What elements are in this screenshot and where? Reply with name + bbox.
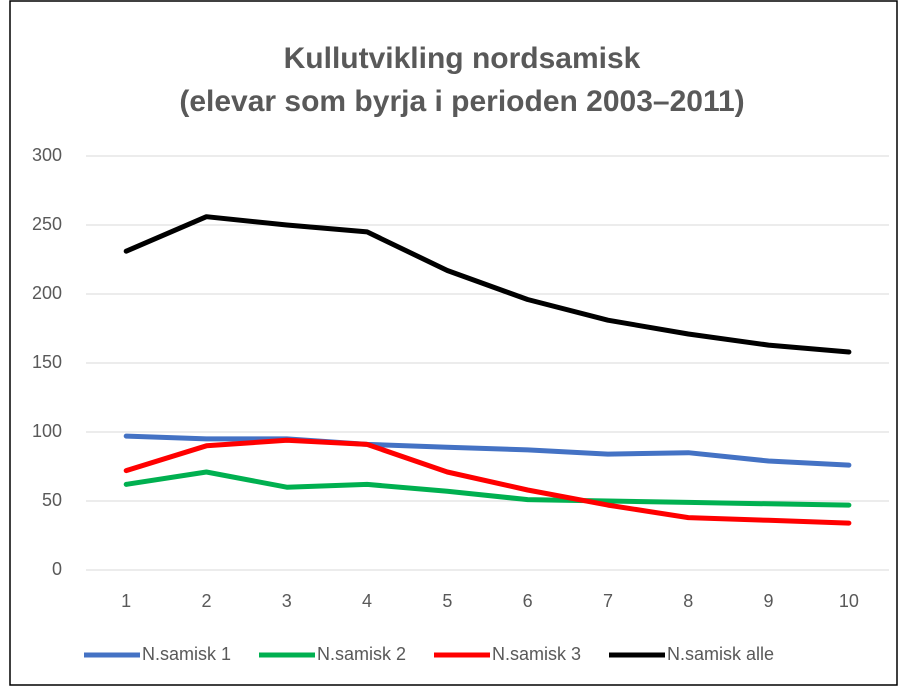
x-tick-label: 5 (442, 591, 452, 611)
chart-title: Kullutvikling nordsamisk (284, 42, 641, 75)
x-tick-label: 3 (282, 591, 292, 611)
series-line (123, 433, 852, 468)
x-tick-label: 2 (201, 591, 211, 611)
y-tick-label: 250 (32, 214, 62, 234)
series-line (123, 437, 852, 526)
legend-label: N.samisk 3 (492, 644, 581, 664)
y-tick-label: 200 (32, 283, 62, 303)
y-tick-label: 300 (32, 145, 62, 165)
y-tick-label: 100 (32, 421, 62, 441)
x-tick-label: 7 (603, 591, 613, 611)
legend-label: N.samisk 2 (317, 644, 406, 664)
series-line (123, 214, 852, 355)
x-tick-label: 10 (839, 591, 859, 611)
y-tick-label: 0 (52, 559, 62, 579)
x-tick-label: 4 (362, 591, 372, 611)
x-tick-label: 9 (764, 591, 774, 611)
legend-label: N.samisk 1 (142, 644, 231, 664)
x-tick-label: 6 (523, 591, 533, 611)
series-line (123, 469, 852, 508)
chart-title: (elevar som byrja i perioden 2003–2011) (179, 85, 744, 118)
legend-label: N.samisk alle (667, 644, 774, 664)
y-tick-label: 50 (42, 490, 62, 510)
x-tick-label: 1 (121, 591, 131, 611)
y-tick-label: 150 (32, 352, 62, 372)
x-tick-label: 8 (683, 591, 693, 611)
